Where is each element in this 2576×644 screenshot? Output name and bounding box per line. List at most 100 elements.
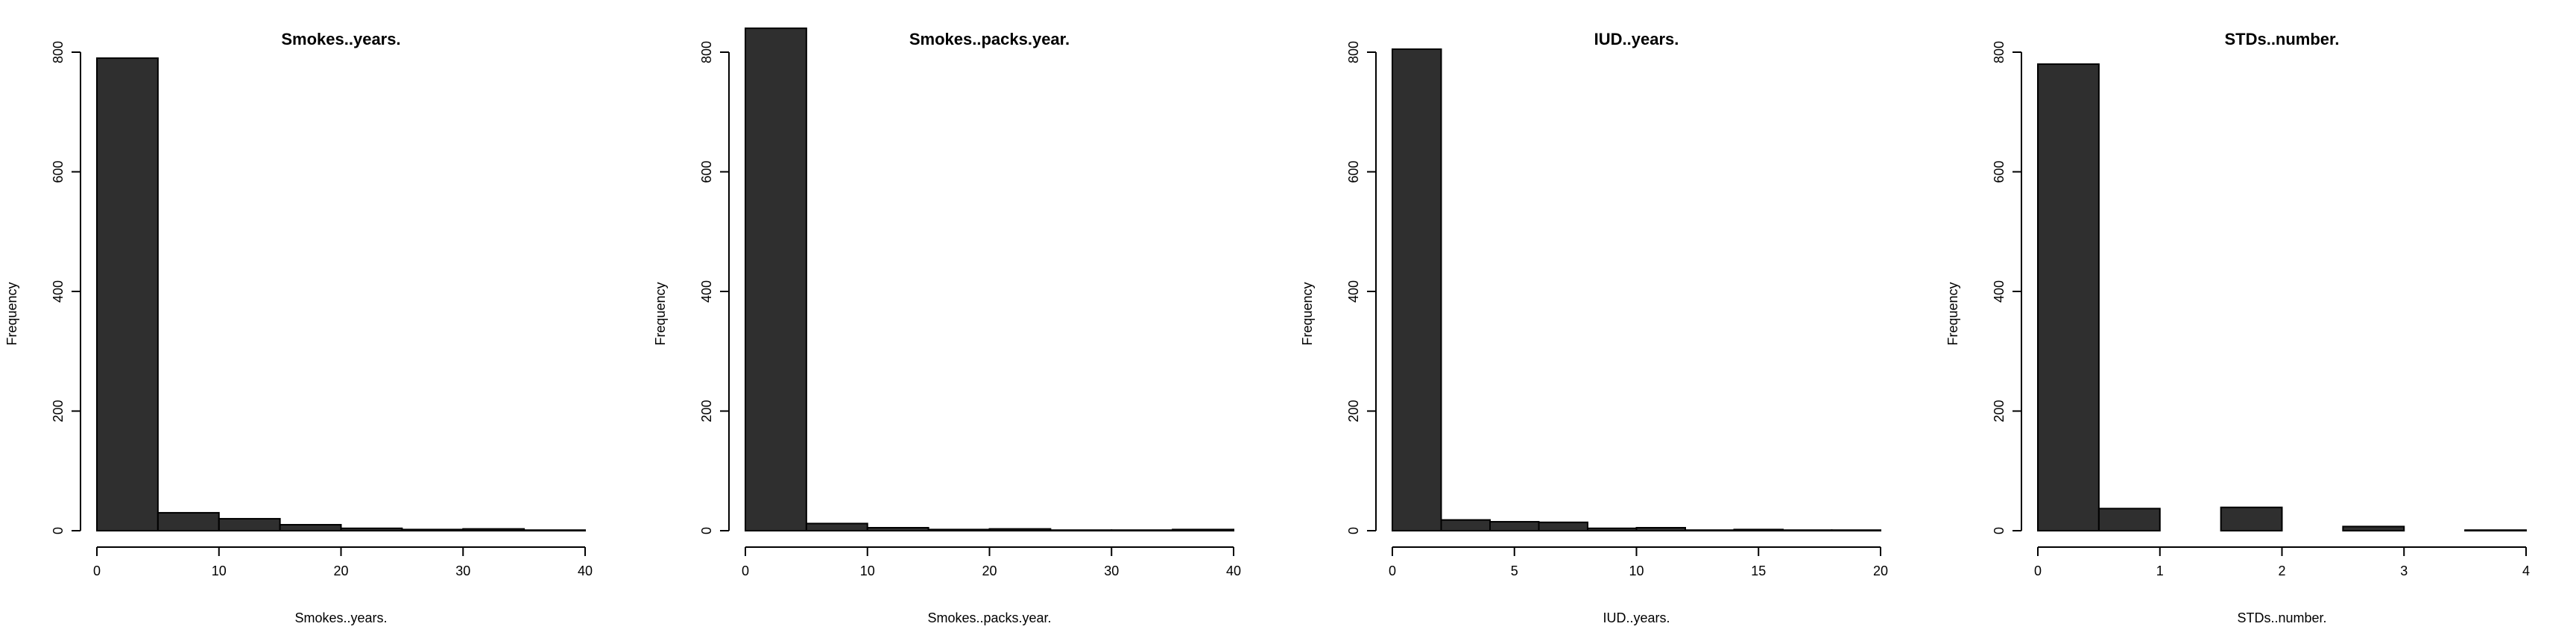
histogram-bar: [866, 526, 929, 531]
y-tick-label: 400: [1992, 280, 2007, 303]
histogram-panel-4: STDs..number. 0 1 2 3 4 STDs..number. 0 200 400 60…: [1945, 30, 2530, 625]
y-tick-label: 800: [1346, 41, 1361, 63]
x-tick-label: 4: [2522, 564, 2530, 578]
histogram-bar: [927, 528, 991, 532]
histogram-bar: [1587, 527, 1638, 531]
histogram-bar: [1733, 528, 1784, 532]
y-tick-label: 600: [1346, 160, 1361, 183]
x-axis-label: IUD..years.: [1603, 610, 1670, 625]
histogram-bar: [745, 27, 807, 531]
x-tick-label: 10: [212, 564, 227, 578]
histogram-panel-2: Smokes..packs.year. 0 10 20 30 40 Smokes..pack…: [653, 27, 1241, 625]
y-tick-label: 200: [51, 400, 66, 422]
histogram-bar: [1635, 526, 1686, 531]
y-axis-label: Frequency: [1300, 282, 1315, 345]
x-tick-label: 0: [1389, 564, 1396, 578]
histogram-bar: [340, 527, 403, 531]
histogram-bar: [1049, 529, 1113, 532]
y-tick-label: 400: [1346, 280, 1361, 303]
histogram-bar: [1440, 519, 1491, 531]
histogram-bar: [2037, 63, 2100, 532]
x-tick-label: 0: [93, 564, 101, 578]
y-tick-label: 400: [699, 280, 714, 303]
histogram-bar: [2464, 529, 2527, 532]
histogram-bar: [1685, 529, 1735, 532]
x-tick-label: 10: [860, 564, 875, 578]
x-axis: 0 5 10 15 20 IUD..years.: [1389, 546, 1888, 625]
x-tick-label: 5: [1511, 564, 1518, 578]
x-axis: 0 10 20 30 40 Smokes..years.: [93, 546, 593, 625]
y-axis-label: Frequency: [1945, 282, 1960, 345]
bars: [745, 27, 1234, 532]
y-tick-label: 0: [1346, 527, 1361, 534]
histogram-bar: [988, 528, 1052, 532]
y-tick-label: 600: [51, 160, 66, 183]
histogram-bar: [96, 57, 159, 531]
histogram-bar: [805, 523, 868, 531]
histogram-bar: [1392, 48, 1442, 532]
x-tick-label: 40: [578, 564, 593, 578]
y-axis-label: Frequency: [653, 282, 668, 345]
bars: [2037, 63, 2527, 532]
histogram-bar: [401, 528, 464, 532]
bars: [96, 57, 586, 532]
x-tick-label: 20: [333, 564, 348, 578]
y-axis: 0 200 400 600 800 Frequency: [653, 41, 730, 534]
chart-title: Smokes..packs.year.: [909, 30, 1070, 48]
y-tick-label: 0: [1992, 527, 2007, 534]
y-tick-label: 600: [1992, 160, 2007, 183]
histogram-bar: [157, 511, 220, 531]
y-axis: 0 200 400 600 800 Frequency: [4, 41, 81, 534]
chart-title: STDs..number.: [2224, 30, 2339, 48]
y-tick-label: 0: [51, 527, 66, 534]
x-axis-label: Smokes..packs.year.: [927, 610, 1051, 625]
x-tick-label: 0: [2034, 564, 2042, 578]
histogram-panel-3: IUD..years. 0 5 10 15 20 IUD..years. 0 200 400 600…: [1300, 30, 1888, 625]
histogram-bar: [523, 529, 586, 532]
y-tick-label: 800: [1992, 41, 2007, 63]
x-tick-label: 40: [1226, 564, 1241, 578]
histogram-bar: [462, 528, 525, 532]
y-tick-label: 200: [699, 400, 714, 422]
bars: [1392, 48, 1881, 532]
x-axis-label: Smokes..years.: [294, 610, 387, 625]
y-axis: 0 200 400 600 800 Frequency: [1300, 41, 1377, 534]
histogram-bar: [2342, 525, 2405, 532]
x-tick-label: 15: [1751, 564, 1766, 578]
x-tick-label: 20: [1873, 564, 1888, 578]
x-tick-label: 10: [1629, 564, 1644, 578]
histogram-bar: [1538, 521, 1588, 532]
histogram-bar: [1782, 529, 1833, 532]
x-tick-label: 3: [2400, 564, 2408, 578]
y-tick-label: 800: [699, 41, 714, 63]
histogram-bar: [2097, 508, 2161, 531]
x-axis: 0 1 2 3 4 STDs..number.: [2034, 546, 2530, 625]
chart-title: Smokes..years.: [281, 30, 400, 48]
histogram-bar: [1831, 529, 1881, 532]
y-tick-label: 200: [1992, 400, 2007, 422]
y-tick-label: 400: [51, 280, 66, 303]
x-tick-label: 0: [742, 564, 749, 578]
x-tick-label: 30: [1104, 564, 1119, 578]
y-tick-label: 600: [699, 160, 714, 183]
y-tick-label: 200: [1346, 400, 1361, 422]
histogram-bar: [1489, 520, 1540, 532]
histogram-bar: [1111, 529, 1174, 532]
x-axis-label: STDs..number.: [2237, 610, 2326, 625]
x-tick-label: 2: [2278, 564, 2285, 578]
x-tick-label: 20: [982, 564, 997, 578]
histogram-panels: Smokes..years.0 10 20 30 40Smokes..years.020…: [4, 27, 2530, 625]
y-tick-label: 800: [51, 41, 66, 63]
histogram-bar: [279, 523, 342, 531]
x-tick-label: 30: [455, 564, 470, 578]
histogram-bar: [1172, 528, 1234, 532]
x-tick-label: 1: [2156, 564, 2164, 578]
y-tick-label: 0: [699, 527, 714, 534]
x-axis: 0 10 20 30 40 Smokes..packs.year.: [742, 546, 1241, 625]
y-axis: 0 200 400 600 800 Frequency: [1945, 41, 2022, 534]
histogram-bar: [218, 517, 281, 532]
chart-title: IUD..years.: [1594, 30, 1679, 48]
histogram-bar: [2220, 506, 2283, 532]
y-axis-label: Frequency: [4, 282, 19, 345]
